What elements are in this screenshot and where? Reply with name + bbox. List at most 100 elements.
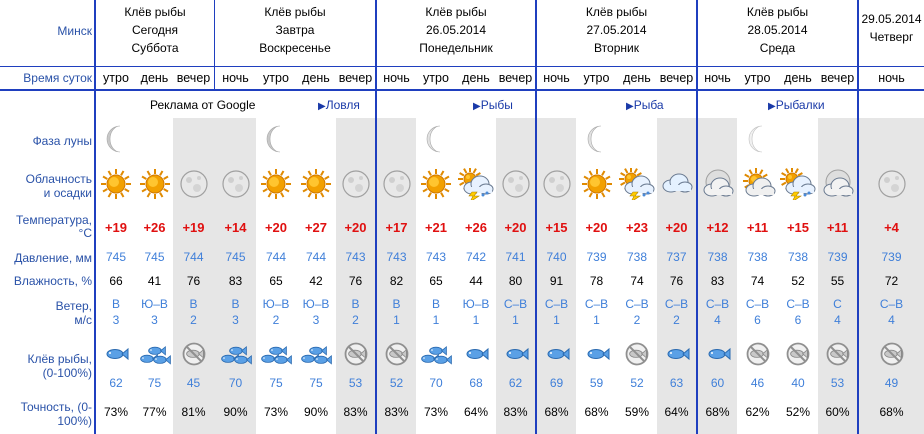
wind-speed: 3 <box>232 313 239 327</box>
day-header[interactable]: Клёв рыбы 28.05.2014 Среда <box>698 3 857 57</box>
moon-phase-icon <box>748 125 762 153</box>
accuracy-value: 64% <box>664 405 689 419</box>
bite-value: 69 <box>549 376 564 390</box>
bite-value: 70 <box>429 376 443 390</box>
fish-icon <box>506 347 528 361</box>
grid-line <box>535 0 537 434</box>
ad-link-ryby[interactable]: Рыбы <box>473 98 513 112</box>
wind-speed: 2 <box>633 313 641 327</box>
weather-cell <box>96 168 136 200</box>
fish-icon <box>667 347 689 361</box>
pressure-value: 744 <box>305 250 327 264</box>
weather-cell <box>416 168 456 200</box>
pressure-value: 745 <box>225 250 246 264</box>
sun-icon <box>421 169 451 199</box>
day-header[interactable]: Клёв рыбы Завтра Воскресенье <box>215 3 375 57</box>
ad-label: Реклама от Google <box>150 98 256 112</box>
accuracy-value: 90% <box>223 405 248 419</box>
day-header-line3: Воскресенье <box>259 41 331 55</box>
humidity-value: 83 <box>228 274 243 288</box>
no-fish-icon <box>182 342 205 366</box>
ad-link-rybalki[interactable]: Рыбалки <box>768 98 825 112</box>
fish-activity-cell <box>215 342 256 366</box>
wind-speed: 1 <box>472 313 480 327</box>
accuracy-value: 77% <box>142 405 167 419</box>
bite-value: 59 <box>589 376 604 390</box>
pressure-value: 738 <box>626 250 648 264</box>
time-of-day-cell: ночь <box>878 71 905 85</box>
sun-icon <box>581 169 612 199</box>
fish-activity-cell <box>537 342 576 366</box>
humidity-value: 91 <box>549 274 564 288</box>
time-of-day-cell: утро <box>744 71 771 85</box>
time-of-day-cell: день <box>623 71 651 85</box>
bite-value: 68 <box>469 376 483 390</box>
bite-value: 53 <box>348 376 363 390</box>
wind-speed: 3 <box>112 313 120 327</box>
time-of-day-cell: день <box>140 71 169 85</box>
temperature-value: +19 <box>182 220 205 235</box>
wind-direction: С–В <box>584 297 609 311</box>
wind-speed: 1 <box>593 313 600 327</box>
fish-activity-cell <box>737 342 778 366</box>
night-moon-icon <box>877 170 906 198</box>
fish-icon <box>466 347 489 361</box>
temperature-value: +26 <box>143 220 166 235</box>
wind-speed: 2 <box>190 313 197 327</box>
bite-value: 46 <box>750 376 765 390</box>
bite-value: 63 <box>669 376 684 390</box>
accuracy-value: 68% <box>544 405 569 419</box>
weather-cell <box>336 168 375 200</box>
day-header[interactable]: Клёв рыбы 26.05.2014 Понедельник <box>377 3 535 57</box>
fish-activity-cell <box>576 342 617 366</box>
fish-icon <box>106 347 129 361</box>
fish-activity-cell <box>859 342 924 366</box>
wind-direction: С–В <box>664 297 689 311</box>
bite-value: 62 <box>109 376 123 390</box>
bite-label-line2: (0-100%) <box>42 366 92 380</box>
no-fish-icon <box>385 342 408 366</box>
grid-line <box>0 89 924 91</box>
time-of-day-cell: утро <box>263 71 289 85</box>
weather-cell <box>818 168 857 200</box>
day-header[interactable]: 29.05.2014 Четверг <box>859 10 924 46</box>
accuracy-value: 68% <box>584 405 609 419</box>
thunderstorm-icon <box>458 167 494 203</box>
humidity-value: 76 <box>186 274 201 288</box>
time-of-day-cell: ночь <box>543 71 570 85</box>
cloud-night-icon <box>823 169 853 197</box>
day-header[interactable]: Клёв рыбы Сегодня Суббота <box>96 3 214 57</box>
weather-cell <box>737 168 778 200</box>
weather-cell <box>173 168 214 200</box>
weather-cell <box>456 167 496 203</box>
night-moon-icon <box>179 170 208 198</box>
wind-direction: Ю–В <box>302 297 330 311</box>
night-moon-icon <box>542 170 571 198</box>
humidity-value: 65 <box>429 274 443 288</box>
pressure-value: 737 <box>666 250 687 264</box>
fish-activity-cell <box>778 342 818 366</box>
day-header[interactable]: Клёв рыбы 27.05.2014 Вторник <box>537 3 696 57</box>
day-header-line2: Завтра <box>275 23 315 37</box>
weather-cell <box>377 168 416 200</box>
ad-link-ryba[interactable]: Рыба <box>626 98 664 112</box>
day-header-line3: Понедельник <box>419 41 493 55</box>
temperature-value: +20 <box>264 220 288 235</box>
accuracy-label-line1: Точность, (0- <box>20 400 92 414</box>
wind-direction: Ю–В <box>462 297 490 311</box>
pressure-value: 741 <box>505 250 526 264</box>
no-fish-icon <box>786 342 810 366</box>
cloud-sun-icon <box>742 168 775 197</box>
weather-cell <box>215 168 256 200</box>
night-moon-icon <box>501 170 530 198</box>
bite-value: 52 <box>389 376 404 390</box>
temperature-value: +20 <box>585 220 608 235</box>
accuracy-value: 68% <box>879 405 904 419</box>
humidity-value: 66 <box>109 274 123 288</box>
pressure-value: 739 <box>586 250 607 264</box>
wind-direction: Ю–В <box>262 297 290 311</box>
wind-speed: 4 <box>714 313 721 327</box>
time-of-day-cell: вечер <box>820 71 855 85</box>
ad-link-lovlya[interactable]: Ловля <box>318 98 360 112</box>
